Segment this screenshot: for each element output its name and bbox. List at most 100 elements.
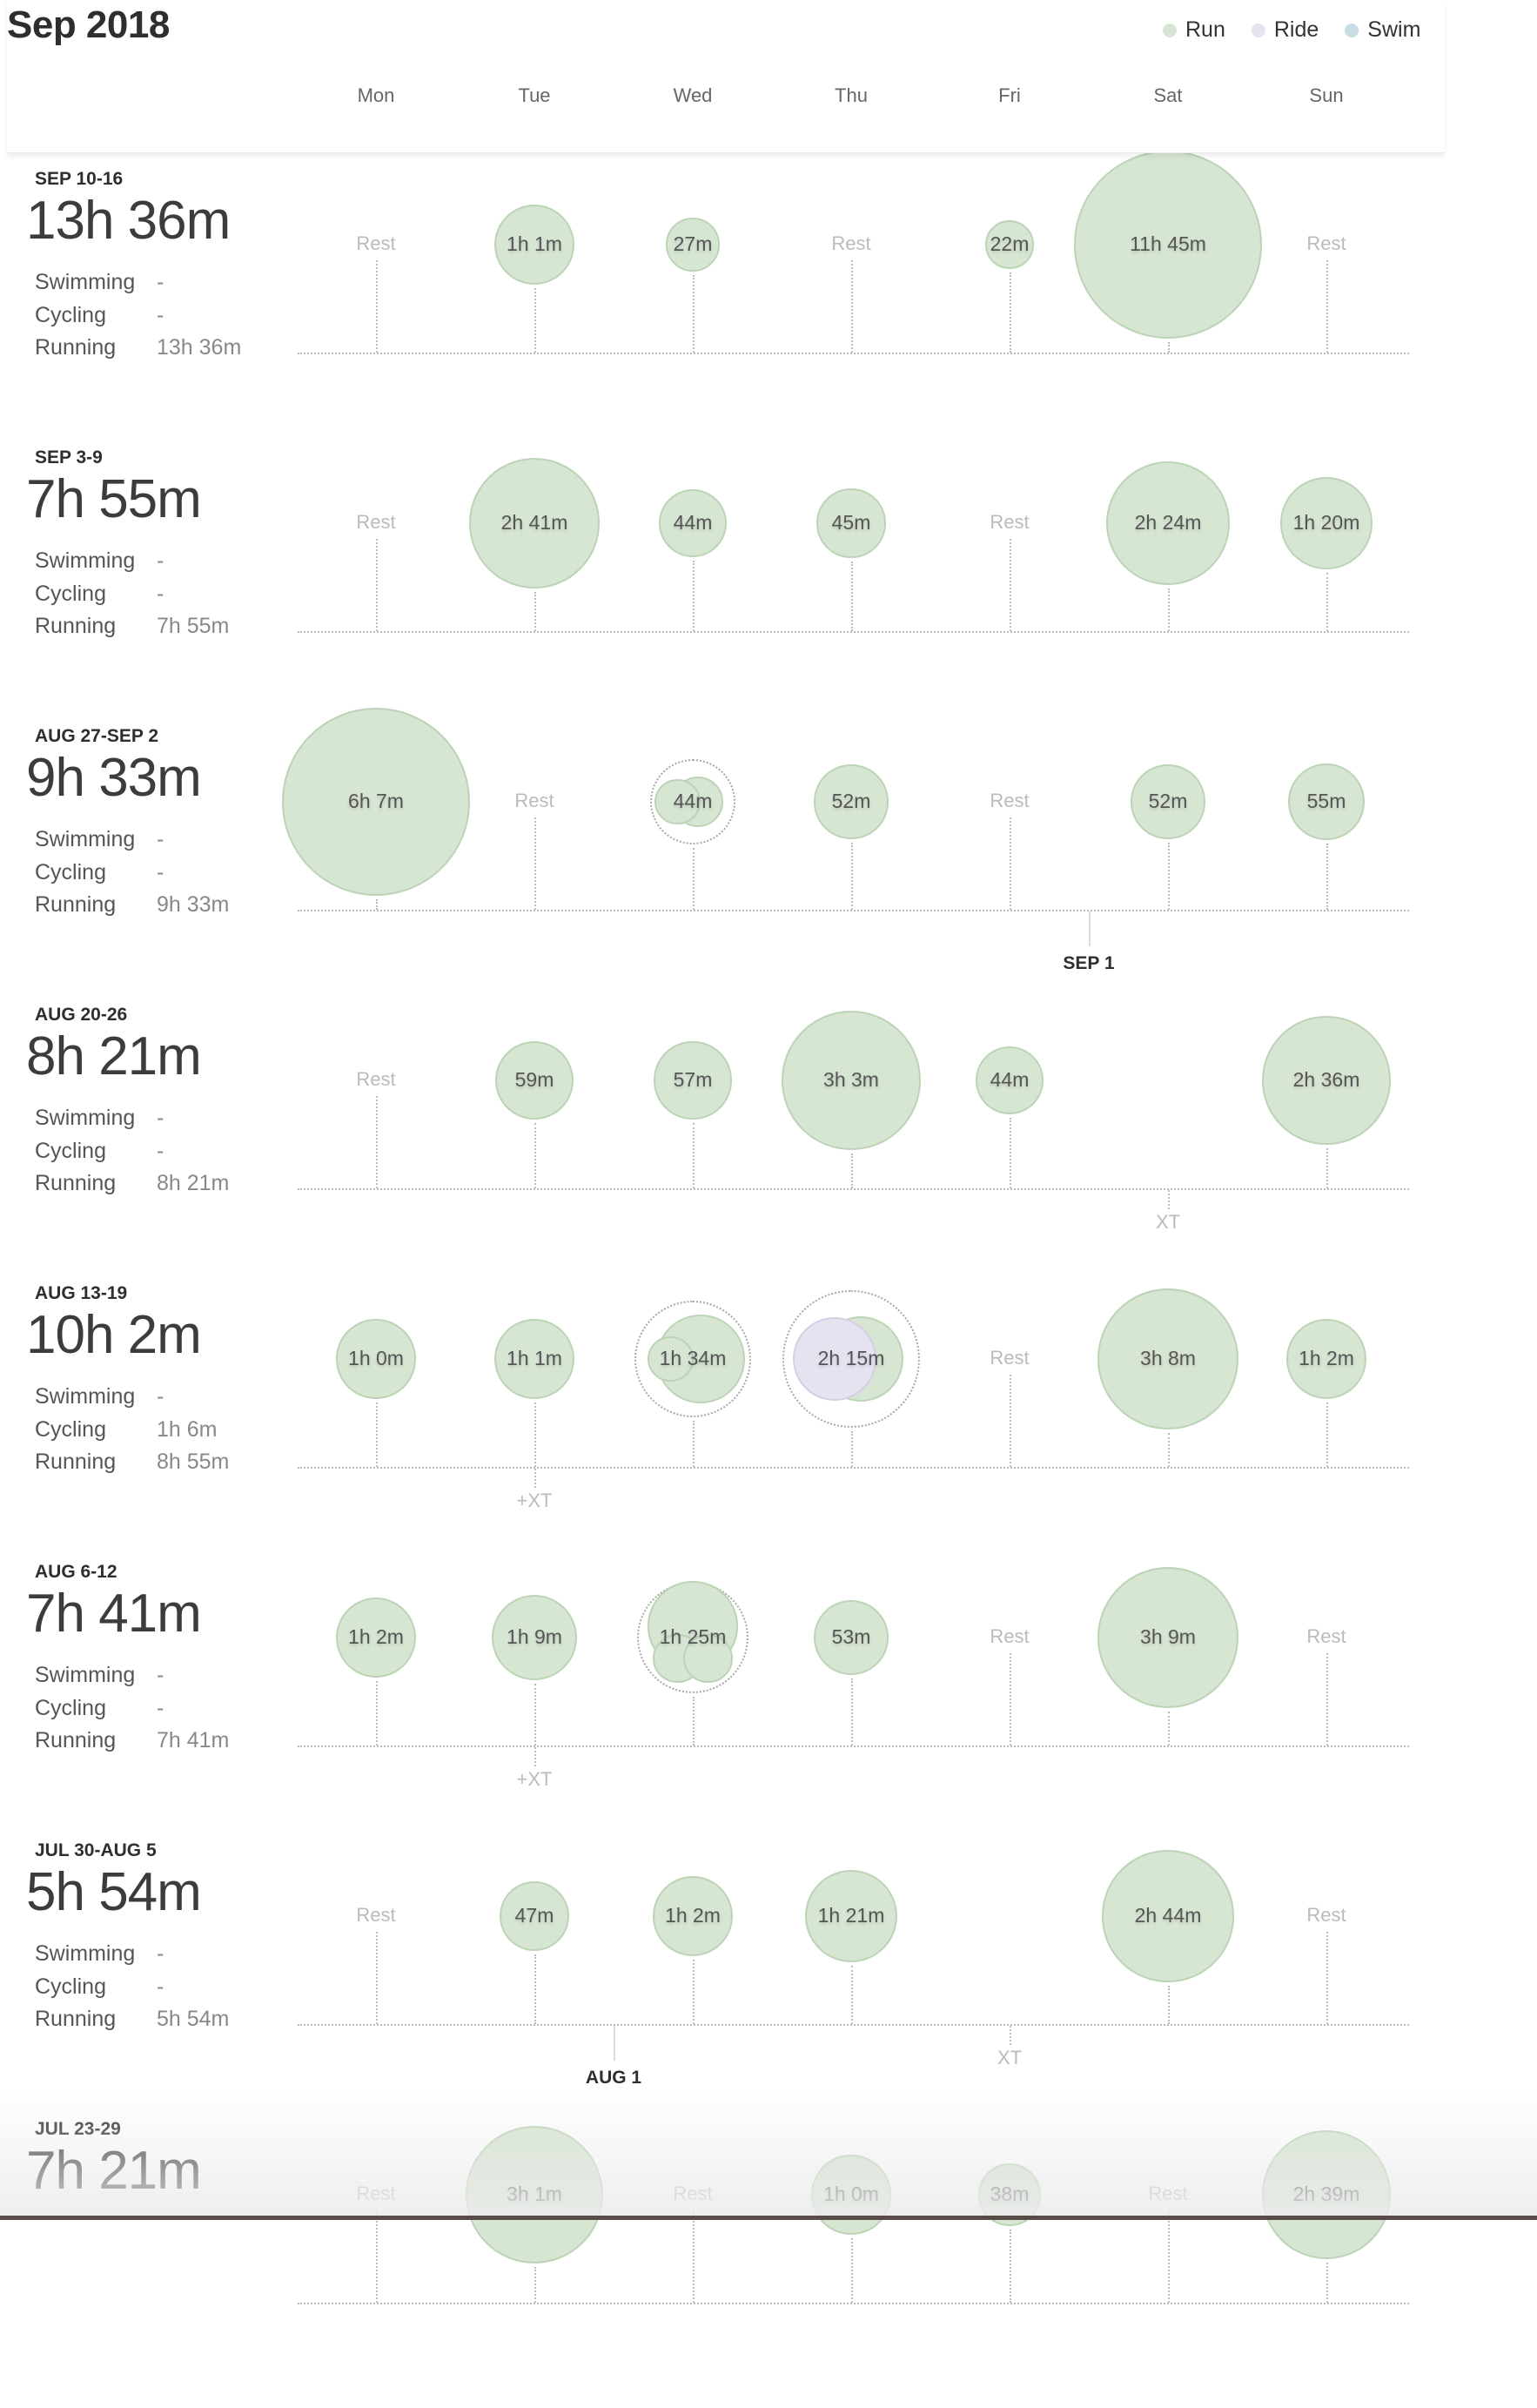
multi-activity-ring [782,1290,920,1428]
activity-bubble-run[interactable] [499,1880,570,1952]
activity-bubble-run[interactable] [493,204,575,286]
day-header-sat: Sat [1153,84,1183,106]
day-stem [534,288,536,353]
rest-day-label: Rest [356,2183,396,2204]
day-stem [1010,272,1011,353]
week-baseline [298,1745,1409,1747]
summary-label: Running [35,335,117,360]
day-stem [1326,1402,1328,1467]
week-row: SEP 10-16 13h 36m Swimming - Cycling - Running… [0,151,1537,458]
activity-bubble-run[interactable] [975,1046,1044,1115]
rest-day-label: Rest [514,790,554,811]
activity-bubble-run[interactable] [1285,1318,1367,1400]
week-row: JUL 30-AUG 5 5h 54m Swimming - Cycling - Runni… [0,1840,1537,2129]
activity-duration-label: 47m [514,1904,554,1927]
summary-label: Swimming [35,548,136,573]
swim-dot-icon [1345,23,1359,37]
rest-day-label: Rest [990,1347,1030,1369]
page-title: Sep 2018 [7,3,170,46]
day-stem [1010,2230,1011,2303]
activity-duration-label: 1h 21m [817,1904,885,1927]
week-total-duration: 7h 21m [26,2141,202,2201]
summary-cycling: Cycling - [35,1139,164,1164]
activity-bubble-run[interactable] [491,1594,577,1680]
activity-duration-label: 59m [514,1068,554,1091]
week-range-label: JUL 30-AUG 5 [35,1840,157,1860]
legend-label: Run [1185,17,1225,42]
summary-label: Running [35,1171,117,1195]
week-row: AUG 13-19 10h 2m Swimming - Cycling 1h 6m Runn… [0,1283,1537,1572]
summary-running: Running 13h 36m [35,335,241,360]
activity-bubble-run[interactable] [335,1597,417,1678]
activity-duration-label: 57m [673,1068,713,1091]
legend-item-run: Run [1163,17,1225,43]
day-stem [1168,1432,1170,1467]
week-baseline [298,2024,1409,2026]
activity-bubble-run[interactable] [985,220,1034,269]
summary-running: Running 5h 54m [35,2007,229,2032]
month-marker-label: AUG 1 [585,2068,642,2088]
day-stem [534,817,536,910]
week-range-label: SEP 3-9 [35,447,103,467]
activity-bubble-run[interactable] [648,1335,695,1382]
activity-duration-label: 2h 41m [500,511,568,534]
activity-bubble-run[interactable] [652,1875,734,1957]
activity-bubble-run[interactable] [814,1600,889,1675]
activity-bubble-run[interactable] [493,1318,575,1400]
activity-bubble-run[interactable] [1074,151,1262,339]
activity-bubble-run[interactable] [804,1869,898,1963]
rest-day-label: Rest [1306,232,1346,254]
rest-day-label: Rest [673,2183,713,2204]
activity-bubble-run[interactable] [816,488,886,558]
rest-day-label: Rest [1306,1904,1346,1926]
activity-bubble-run[interactable] [658,488,728,558]
day-stem [693,1421,695,1467]
activity-bubble-run[interactable] [1097,1566,1239,1709]
week-row: AUG 6-12 7h 41m Swimming - Cycling - Running 7h… [0,1562,1537,1851]
rest-day-label: Rest [1306,1625,1346,1647]
week-range-label: AUG 27-SEP 2 [35,726,159,746]
rest-day-label: Rest [356,1068,396,1090]
day-header-fri: Fri [998,84,1021,106]
activity-bubble-run[interactable] [782,1011,921,1150]
week-row: AUG 20-26 8h 21m Swimming - Cycling - Running 8… [0,1005,1537,1294]
activity-duration-label: 1h 9m [507,1625,562,1648]
activity-duration-label: 1h 25m [659,1625,727,1648]
activity-duration-label: 11h 45m [1130,232,1206,255]
activity-bubble-run[interactable] [654,778,701,825]
summary-cycling: Cycling - [35,860,164,885]
activity-bubble-run[interactable] [666,218,720,272]
activity-bubble-run[interactable] [814,764,889,839]
summary-value: - [157,582,164,606]
activity-bubble-run[interactable] [654,1041,732,1120]
summary-running: Running 8h 21m [35,1171,229,1196]
week-total-duration: 7h 41m [26,1584,202,1644]
activity-duration-label: 1h 2m [348,1625,404,1648]
summary-value: 9h 33m [157,892,230,917]
activity-bubble-run[interactable] [336,1319,416,1399]
activity-duration-label: 1h 34m [659,1347,727,1369]
summary-value: - [157,1974,164,1999]
activity-bubble-run[interactable] [1097,1288,1238,1429]
summary-label: Running [35,1728,117,1752]
activity-bubble-run[interactable] [1280,477,1373,569]
day-stem [376,1096,378,1188]
activity-duration-label: 1h 2m [1299,1347,1354,1369]
activity-bubble-run[interactable] [1288,763,1365,840]
summary-label: Swimming [35,827,136,851]
activity-duration-label: 53m [831,1625,871,1648]
activity-bubble-run[interactable] [282,708,470,896]
activity-bubble-run[interactable] [1102,1850,1234,1982]
activity-bubble-run[interactable] [1106,461,1230,585]
activity-bubble-run[interactable] [1262,1016,1391,1145]
activity-bubble-run[interactable] [494,1040,574,1120]
activity-bubble-run[interactable] [683,1633,733,1684]
day-stem [693,274,695,353]
activity-bubble-run[interactable] [1131,764,1205,839]
activity-bubble-ride[interactable] [792,1317,876,1401]
day-stem [1326,572,1328,631]
day-stem [534,1402,536,1467]
day-header-mon: Mon [357,84,395,106]
day-stem [1168,1985,1170,2024]
activity-bubble-run[interactable] [469,458,600,589]
